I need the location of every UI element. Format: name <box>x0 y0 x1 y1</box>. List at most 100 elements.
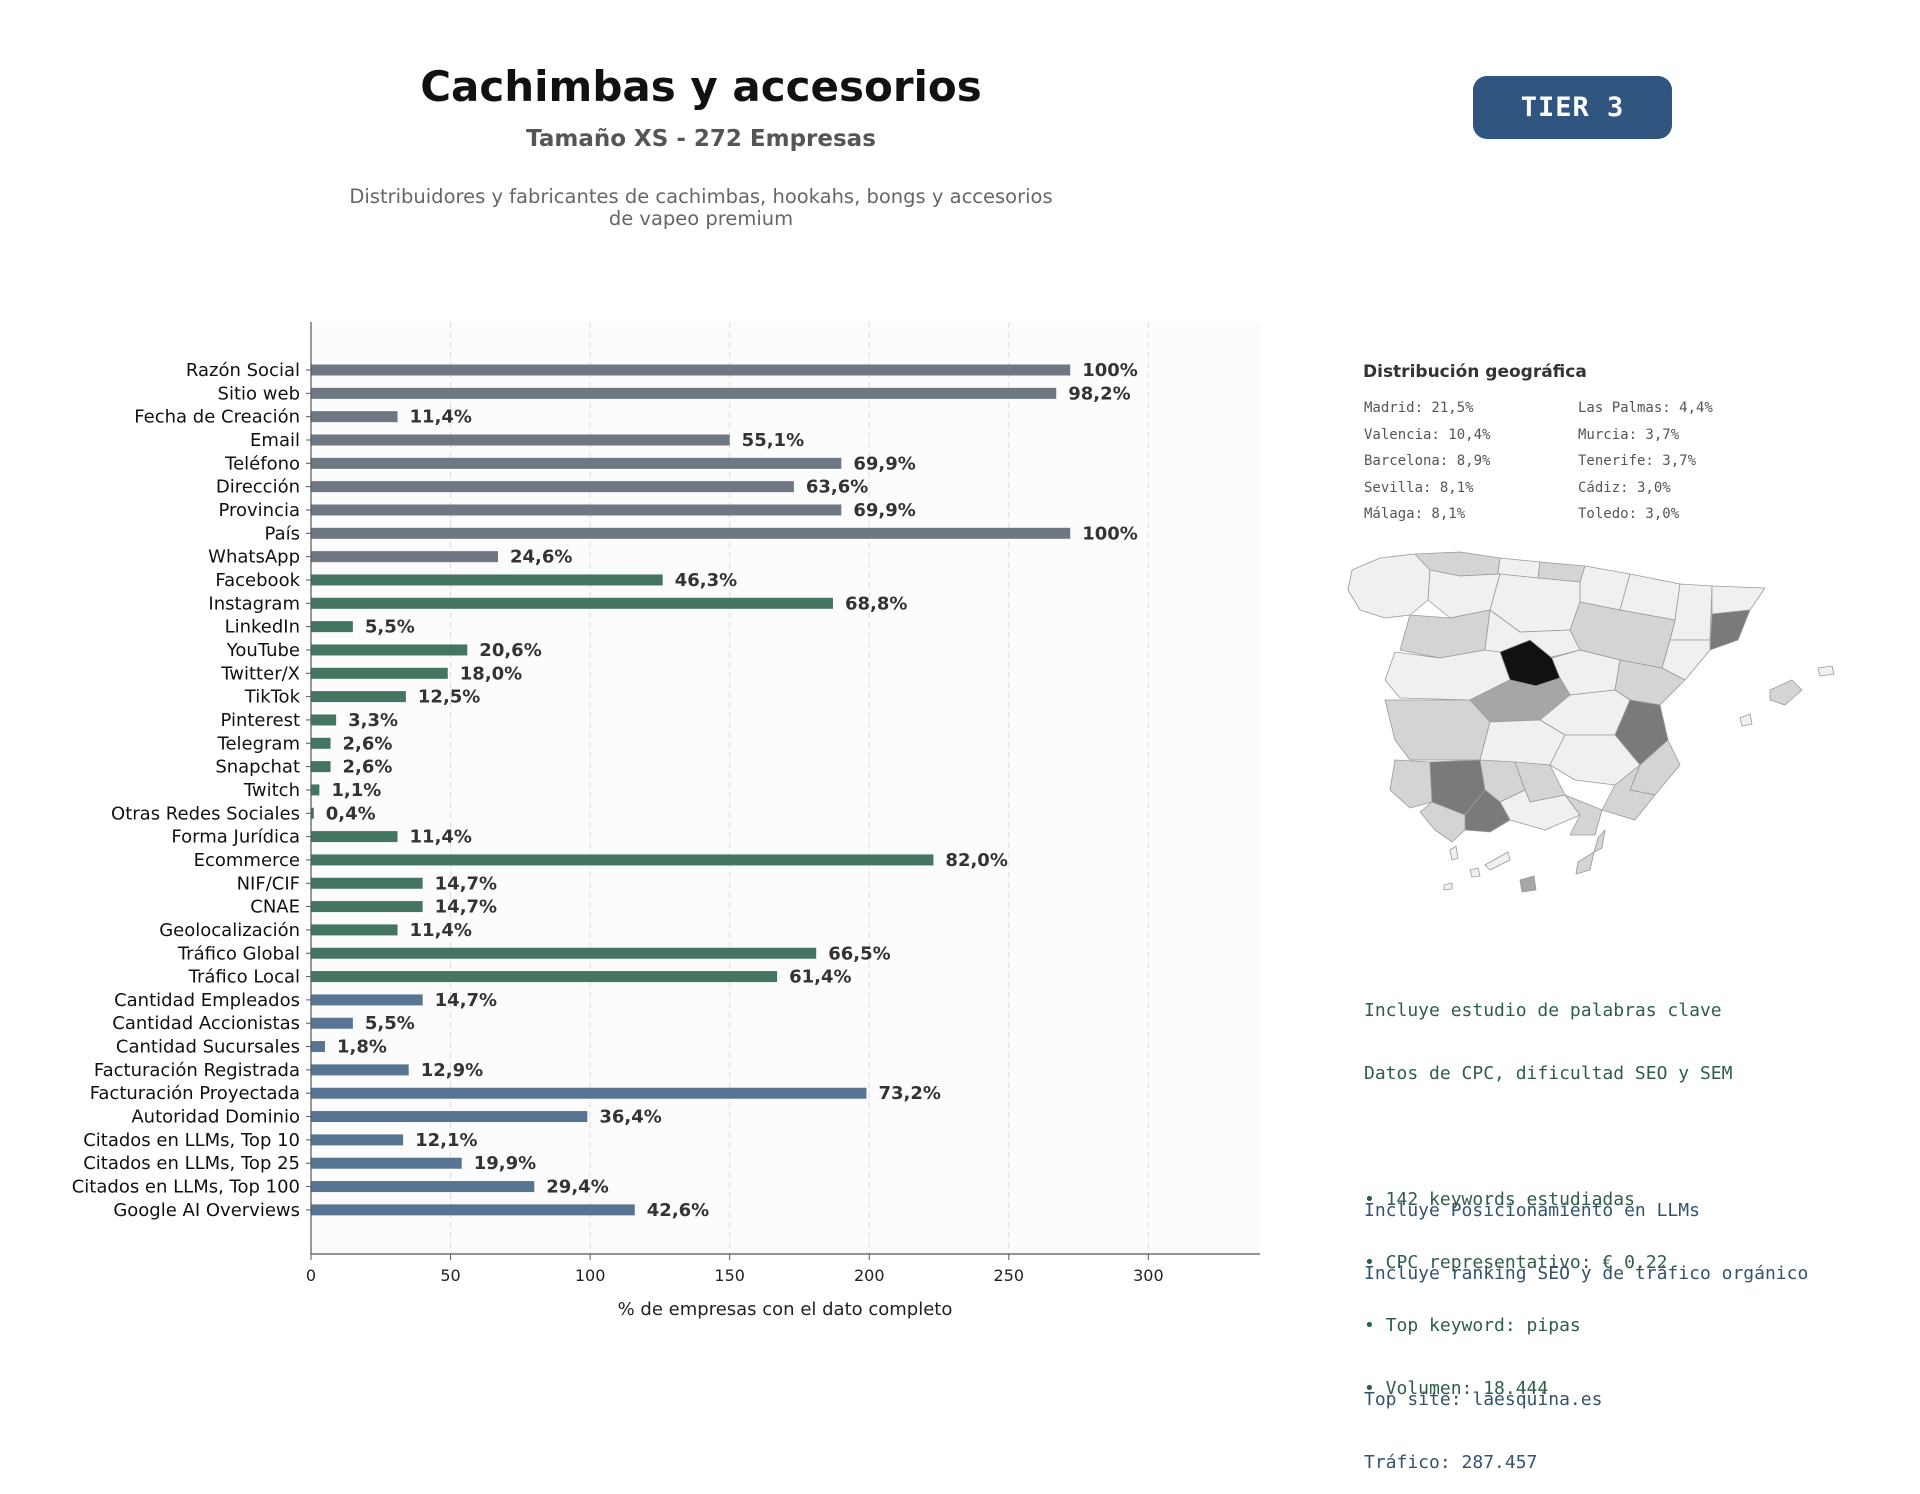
bar <box>311 364 1071 376</box>
bar <box>311 597 833 609</box>
map-region-mallorca <box>1769 679 1803 706</box>
category-label: Autoridad Dominio <box>131 1107 300 1128</box>
category-label: YouTube <box>226 640 300 661</box>
value-label: 11,4% <box>410 920 472 941</box>
value-label: 5,5% <box>365 1013 415 1034</box>
bar <box>311 714 337 726</box>
value-label: 14,7% <box>435 897 497 918</box>
category-label: País <box>265 523 300 544</box>
geo-stat: Tenerife: 3,7% <box>1578 453 1697 469</box>
bar <box>311 901 423 913</box>
map-region-fuerteventura <box>1575 851 1595 875</box>
map-region-la-gomera <box>1469 867 1481 878</box>
bar <box>311 1017 353 1029</box>
x-tick-label: 200 <box>854 1266 885 1285</box>
keywords-info: Incluye estudio de palabras clave Datos … <box>1364 958 1732 1420</box>
llm-line-1: Incluye Posicionamiento en LLMs <box>1364 1200 1700 1221</box>
keywords-line-2: Datos de CPC, dificultad SEO y SEM <box>1364 1063 1733 1084</box>
top-site-traffic: Tráfico: 287.457 <box>1364 1452 1538 1473</box>
category-label: Citados en LLMs, Top 25 <box>83 1153 300 1174</box>
category-label: Ecommerce <box>194 850 300 871</box>
category-label: Facturación Proyectada <box>90 1083 300 1104</box>
geo-stat: Valencia: 10,4% <box>1364 426 1491 443</box>
category-label: Telegram <box>217 733 300 754</box>
keywords-line-1: Incluye estudio de palabras clave <box>1364 1000 1722 1021</box>
category-label: Instagram <box>208 593 300 614</box>
value-label: 68,8% <box>845 593 907 614</box>
category-label: Tráfico Local <box>188 967 300 988</box>
value-label: 1,1% <box>331 780 381 801</box>
page-title: Cachimbas y accesorios <box>420 62 982 111</box>
value-label: 14,7% <box>435 873 497 894</box>
geo-stat: Murcia: 3,7% <box>1578 426 1680 443</box>
category-label: Snapchat <box>215 757 300 778</box>
geo-stat: Las Palmas: 4,4% <box>1578 400 1713 416</box>
bar <box>311 691 406 703</box>
category-label: Geolocalización <box>159 920 300 941</box>
category-label: Facturación Registrada <box>94 1060 300 1081</box>
x-axis-label: % de empresas con el dato completo <box>618 1299 953 1320</box>
map-region-el-hierro <box>1443 882 1453 891</box>
bar <box>311 1064 409 1076</box>
llm-info: Incluye Posicionamiento en LLMs Incluye … <box>1364 1158 1808 1494</box>
tier-badge: TIER 3 <box>1473 76 1672 139</box>
bar <box>311 1087 867 1099</box>
value-label: 12,9% <box>421 1060 483 1081</box>
value-label: 69,9% <box>853 453 915 474</box>
value-label: 24,6% <box>510 547 572 568</box>
category-label: Dirección <box>216 477 300 498</box>
value-label: 0,4% <box>326 803 376 824</box>
value-label: 12,5% <box>418 687 480 708</box>
bar <box>311 1111 588 1123</box>
page-description: Distribuidores y fabricantes de cachimba… <box>230 186 1172 230</box>
keywords-bullet: • Volumen: 18.444 <box>1364 1378 1549 1399</box>
map-region-tenerife <box>1484 851 1511 871</box>
value-label: 63,6% <box>806 477 868 498</box>
category-label: Cantidad Sucursales <box>116 1037 300 1058</box>
category-label: Sitio web <box>218 383 300 404</box>
value-label: 42,6% <box>647 1200 709 1221</box>
value-label: 29,4% <box>546 1177 608 1198</box>
bar <box>311 854 934 866</box>
map-region-gran-canaria <box>1519 875 1537 893</box>
category-label: Razón Social <box>186 360 300 381</box>
category-label: Cantidad Empleados <box>114 990 300 1011</box>
x-tick-label: 150 <box>714 1266 745 1285</box>
description-line-2: de vapeo premium <box>608 207 794 230</box>
value-label: 61,4% <box>789 967 851 988</box>
value-label: 69,9% <box>853 500 915 521</box>
x-tick-label: 100 <box>575 1266 606 1285</box>
x-tick-label: 0 <box>306 1266 316 1285</box>
chart-grid <box>450 322 1149 1254</box>
category-label: Tráfico Global <box>177 943 300 964</box>
value-label: 5,5% <box>365 617 415 638</box>
category-label: Cantidad Accionistas <box>112 1013 300 1034</box>
value-label: 14,7% <box>435 990 497 1011</box>
value-label: 2,6% <box>343 757 393 778</box>
map-region-la-palma <box>1449 845 1459 861</box>
geo-stat: Madrid: 21,5% <box>1364 400 1474 416</box>
bar <box>311 1041 325 1053</box>
geo-stat: Cádiz: 3,0% <box>1578 479 1671 496</box>
bar <box>311 1204 635 1216</box>
bar <box>311 574 663 586</box>
bar <box>311 924 398 936</box>
bar <box>311 831 398 843</box>
category-label: Citados en LLMs, Top 100 <box>72 1177 300 1198</box>
value-label: 18,0% <box>460 663 522 684</box>
value-label: 12,1% <box>415 1130 477 1151</box>
bar <box>311 784 320 796</box>
map-region-huelva <box>1389 759 1433 809</box>
category-label: Twitter/X <box>220 663 300 684</box>
bar <box>311 551 499 563</box>
category-label: LinkedIn <box>225 617 300 638</box>
geo-stat: Málaga: 8,1% <box>1364 506 1466 522</box>
bar <box>311 1157 462 1169</box>
x-tick-label: 300 <box>1133 1266 1164 1285</box>
bar <box>311 947 817 959</box>
geo-stat: Toledo: 3,0% <box>1578 506 1680 522</box>
bar-chart: Razón Social 100% Sitio web 98,2% Fecha de C… <box>72 322 1260 1320</box>
category-label: Forma Jurídica <box>171 827 300 848</box>
description-line-1: Distribuidores y fabricantes de cachimba… <box>349 185 1053 208</box>
bar <box>311 1134 404 1146</box>
